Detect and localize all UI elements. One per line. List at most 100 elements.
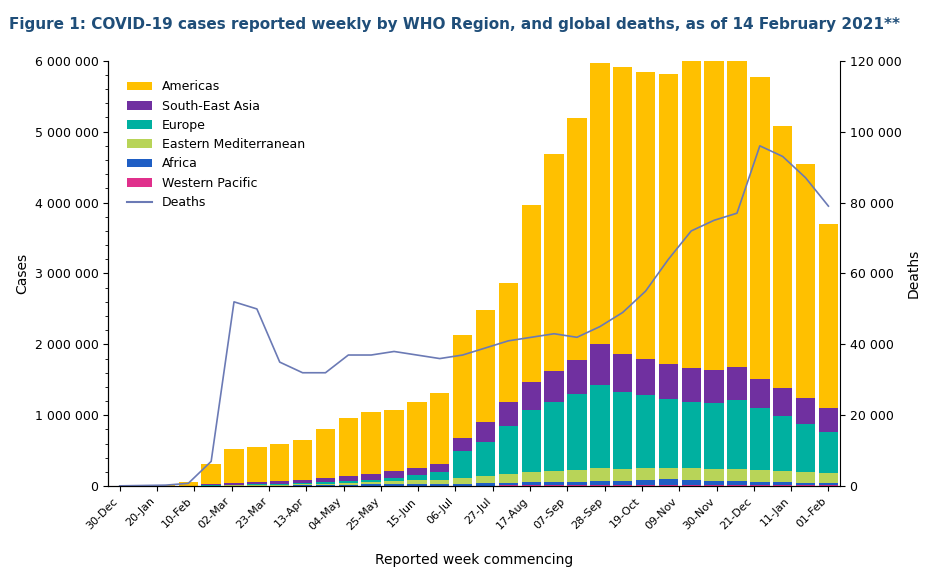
Bar: [430, 464, 449, 472]
Bar: [796, 485, 815, 486]
Bar: [705, 481, 724, 485]
Bar: [727, 400, 747, 469]
Bar: [499, 426, 518, 474]
Deaths: [366, 352, 377, 359]
Bar: [705, 30, 724, 370]
Bar: [521, 473, 541, 482]
Bar: [339, 417, 358, 475]
Bar: [430, 484, 449, 485]
Bar: [613, 67, 633, 354]
Bar: [521, 485, 541, 486]
Bar: [590, 385, 609, 469]
Bar: [293, 439, 313, 480]
Bar: [361, 412, 381, 474]
Bar: [247, 482, 267, 484]
Bar: [567, 470, 587, 481]
Bar: [750, 77, 769, 379]
Bar: [819, 483, 838, 485]
Deaths: [686, 228, 697, 235]
Deaths: [594, 323, 606, 330]
Bar: [659, 399, 678, 468]
Deaths: [823, 203, 834, 210]
Bar: [681, 48, 701, 368]
Bar: [521, 410, 541, 473]
Deaths: [320, 369, 331, 376]
Bar: [567, 360, 587, 393]
Bar: [567, 393, 587, 470]
Bar: [293, 485, 313, 486]
Bar: [613, 485, 633, 486]
Deaths: [114, 482, 125, 489]
Deaths: [411, 352, 422, 359]
Deaths: [297, 369, 308, 376]
Bar: [681, 469, 701, 480]
Bar: [636, 395, 655, 469]
Text: Figure 1: COVID-19 cases reported weekly by WHO Region, and global deaths, as of: Figure 1: COVID-19 cases reported weekly…: [9, 17, 900, 33]
Bar: [499, 485, 518, 486]
Deaths: [571, 334, 582, 341]
Bar: [750, 470, 769, 482]
Bar: [773, 388, 793, 416]
Bar: [705, 403, 724, 469]
Bar: [773, 485, 793, 486]
Bar: [453, 478, 473, 484]
Deaths: [160, 482, 171, 489]
Bar: [750, 482, 769, 485]
Bar: [247, 447, 267, 482]
Bar: [315, 429, 335, 478]
Deaths: [434, 355, 446, 362]
Bar: [225, 449, 243, 483]
Bar: [545, 485, 563, 486]
Y-axis label: Deaths: Deaths: [907, 249, 921, 298]
Bar: [499, 402, 518, 426]
Bar: [521, 482, 541, 485]
Bar: [705, 370, 724, 403]
Bar: [659, 485, 678, 486]
Bar: [315, 484, 335, 485]
Bar: [681, 402, 701, 469]
Bar: [659, 478, 678, 485]
Bar: [681, 368, 701, 402]
Bar: [407, 484, 427, 486]
Bar: [727, 485, 747, 486]
Bar: [430, 472, 449, 480]
Bar: [475, 483, 495, 485]
Deaths: [503, 338, 514, 345]
Bar: [590, 63, 609, 343]
Bar: [567, 485, 587, 486]
Bar: [819, 473, 838, 483]
Bar: [247, 485, 267, 486]
Bar: [773, 471, 793, 482]
Bar: [545, 154, 563, 371]
Bar: [545, 402, 563, 471]
Bar: [201, 484, 221, 485]
Bar: [819, 432, 838, 473]
Y-axis label: Cases: Cases: [15, 253, 29, 294]
Bar: [339, 485, 358, 486]
Bar: [385, 484, 403, 486]
Bar: [636, 485, 655, 486]
X-axis label: Reported week commencing: Reported week commencing: [375, 553, 573, 567]
Bar: [545, 482, 563, 485]
Bar: [270, 484, 289, 485]
Deaths: [251, 306, 262, 313]
Deaths: [183, 480, 194, 487]
Deaths: [526, 334, 537, 341]
Bar: [499, 474, 518, 482]
Bar: [361, 480, 381, 482]
Bar: [659, 364, 678, 399]
Bar: [270, 481, 289, 484]
Bar: [567, 119, 587, 360]
Bar: [613, 392, 633, 469]
Bar: [819, 408, 838, 432]
Bar: [361, 482, 381, 484]
Bar: [521, 205, 541, 382]
Deaths: [709, 217, 720, 224]
Deaths: [137, 482, 148, 489]
Bar: [613, 481, 633, 485]
Bar: [499, 283, 518, 402]
Bar: [613, 469, 633, 481]
Bar: [613, 354, 633, 392]
Bar: [453, 452, 473, 478]
Bar: [225, 483, 243, 485]
